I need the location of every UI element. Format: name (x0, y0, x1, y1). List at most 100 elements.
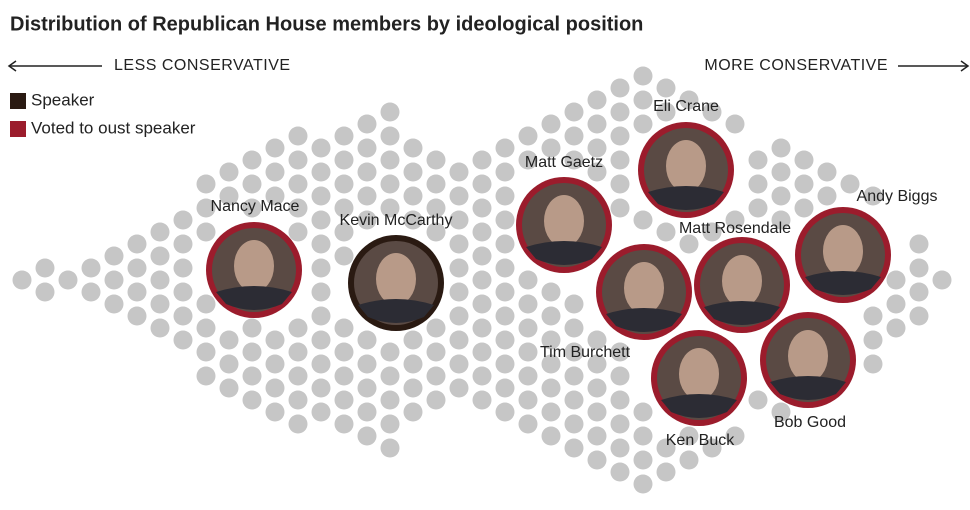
member-dot (335, 367, 354, 386)
member-dot (197, 343, 216, 362)
member-dot (496, 283, 515, 302)
member-dot (450, 259, 469, 278)
member-dot (128, 235, 147, 254)
member-dot (266, 331, 285, 350)
member-dot (358, 403, 377, 422)
member-dot (634, 67, 653, 86)
member-dot (450, 379, 469, 398)
member-dot (749, 175, 768, 194)
member-face (666, 140, 706, 192)
member-dot (657, 463, 676, 482)
member-dot (634, 475, 653, 494)
member-dot (174, 307, 193, 326)
member-dot (473, 367, 492, 386)
member-dot (427, 343, 446, 362)
member-dot (588, 115, 607, 134)
member-dot (358, 139, 377, 158)
member-dot (312, 331, 331, 350)
member-dot (496, 379, 515, 398)
member-dot (197, 223, 216, 242)
member-dot (473, 271, 492, 290)
member-dot (634, 451, 653, 470)
member-dot (312, 187, 331, 206)
member-dot (634, 211, 653, 230)
member-dot (243, 391, 262, 410)
member-dot (174, 259, 193, 278)
member-dot (151, 223, 170, 242)
member-dot (496, 403, 515, 422)
member-dot (289, 415, 308, 434)
member-dot (611, 151, 630, 170)
member-dot (611, 367, 630, 386)
member-dot (312, 211, 331, 230)
member-dot (128, 259, 147, 278)
member-dot (634, 403, 653, 422)
member-dot (565, 319, 584, 338)
member-dot (588, 379, 607, 398)
member-dot (450, 235, 469, 254)
member-dot (772, 187, 791, 206)
member-dot (519, 271, 538, 290)
member-dot (13, 271, 32, 290)
member-dot (151, 319, 170, 338)
member-dot (565, 127, 584, 146)
member-dot (151, 247, 170, 266)
member-name: Bob Good (774, 414, 846, 431)
member-dot (358, 187, 377, 206)
member-dot (335, 151, 354, 170)
member-dot (542, 379, 561, 398)
member-dot (151, 271, 170, 290)
member-dot (519, 319, 538, 338)
member-dot (450, 355, 469, 374)
member-face (544, 195, 584, 247)
member-dot (427, 151, 446, 170)
member-dot (59, 271, 78, 290)
member-dot (266, 355, 285, 374)
member-dot (312, 163, 331, 182)
member-dot (473, 199, 492, 218)
member-name: Kevin McCarthy (340, 212, 453, 229)
member-dot (243, 175, 262, 194)
member-dot (611, 439, 630, 458)
member-dot (174, 235, 193, 254)
member-dot (266, 139, 285, 158)
member-dot (427, 367, 446, 386)
member-dot (611, 463, 630, 482)
member-face (679, 348, 719, 400)
member-dot (818, 163, 837, 182)
member-dot (266, 379, 285, 398)
member-dot (519, 343, 538, 362)
member-dot (450, 163, 469, 182)
legend-label: Voted to oust speaker (31, 118, 196, 137)
member-dot (496, 307, 515, 326)
member-name: Matt Gaetz (525, 154, 603, 171)
member-dot (680, 451, 699, 470)
member-dot (496, 235, 515, 254)
member-dot (772, 163, 791, 182)
member-dot (82, 259, 101, 278)
member-dot (220, 355, 239, 374)
member-face (624, 262, 664, 314)
member-dot (427, 391, 446, 410)
member-dot (289, 223, 308, 242)
member-dot (427, 175, 446, 194)
member-dot (611, 103, 630, 122)
member-dot (519, 415, 538, 434)
member-dot (381, 151, 400, 170)
member-dot (335, 391, 354, 410)
member-dot (404, 403, 423, 422)
member-dot (749, 199, 768, 218)
member-dot (358, 355, 377, 374)
member-dot (381, 127, 400, 146)
member-dot (266, 163, 285, 182)
member-dot (312, 403, 331, 422)
member-dot (450, 331, 469, 350)
member-face (722, 255, 762, 307)
member-dot (404, 331, 423, 350)
member-dot (82, 283, 101, 302)
member-dot (634, 427, 653, 446)
member-dot (289, 367, 308, 386)
member-dot (611, 391, 630, 410)
member-name: Ken Buck (666, 432, 735, 449)
member-dot (312, 139, 331, 158)
